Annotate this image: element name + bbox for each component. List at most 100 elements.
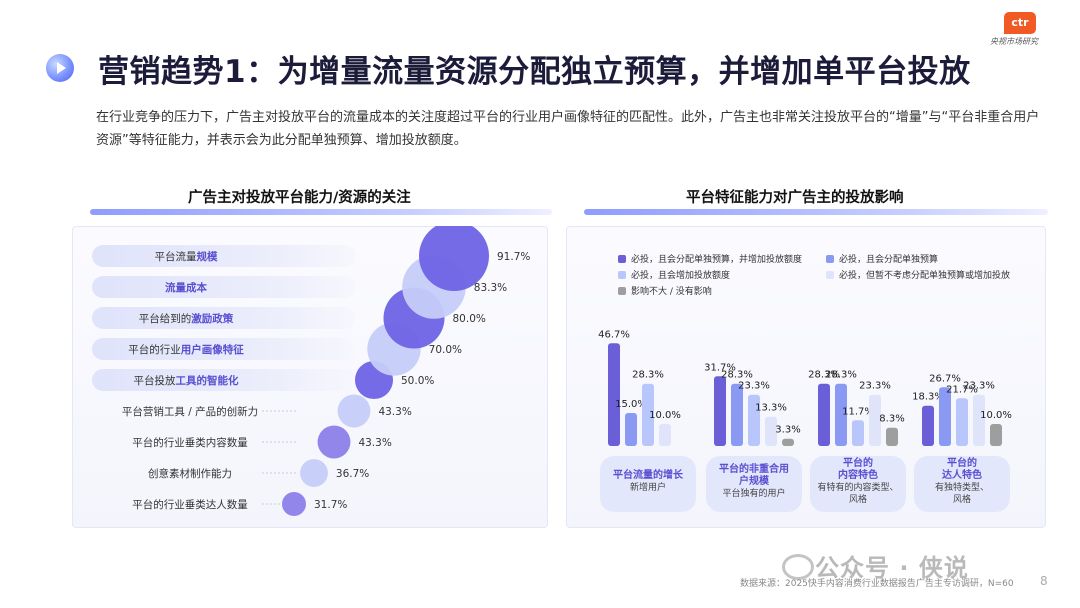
bar	[869, 394, 881, 446]
page-title: 营销趋势1：为增量流量资源分配独立预算，并增加单平台投放	[98, 54, 971, 90]
bar	[625, 413, 637, 446]
bubble	[419, 226, 489, 291]
left-section-bar	[90, 209, 552, 215]
bubble	[300, 459, 328, 487]
category-box	[914, 456, 1010, 512]
legend-label: 必投，且会分配单独预算	[839, 253, 938, 265]
label-pill	[92, 338, 356, 360]
bar	[748, 394, 760, 446]
bar-value-label: 10.0%	[649, 410, 681, 421]
bar	[731, 383, 743, 446]
category-title: 平台流量的增长	[613, 468, 684, 481]
category-subtitle: 平台独有的用户	[722, 487, 785, 499]
bar-value-label: 15.0%	[615, 399, 647, 410]
bar-value-label: 8.3%	[879, 414, 904, 425]
bar-value-label: 18.3%	[912, 392, 944, 403]
category-label: 平台的行业用户画像特征	[128, 343, 244, 356]
label-pill	[92, 276, 356, 298]
value-label: 80.0%	[453, 313, 486, 325]
wechat-icon	[782, 554, 814, 580]
category-label: 平台的行业垂类内容数量	[132, 436, 248, 449]
bar	[782, 438, 794, 446]
category-title: 平台的	[947, 456, 977, 469]
bar-value-label: 26.7%	[929, 373, 961, 384]
bar-value-label: 28.3%	[825, 370, 857, 381]
category-box	[600, 456, 696, 512]
bar-value-label: 21.7%	[946, 384, 978, 395]
bar	[973, 394, 985, 446]
category-title: 达人特色	[942, 468, 982, 481]
category-title: 户规模	[738, 474, 770, 487]
label-pill	[92, 245, 356, 267]
label-pill	[92, 307, 356, 329]
bar	[886, 427, 898, 446]
legend-swatch	[826, 271, 834, 279]
watermark: 公众号 · 侠说	[815, 554, 969, 582]
value-label: 43.3%	[378, 406, 411, 418]
bar-value-label: 13.3%	[755, 403, 787, 414]
bar	[939, 387, 951, 446]
stacked-bar-chart: 必投，且会分配单独预算，并增加投放额度 必投，且会分配单独预算必投，且会增加投放额…	[598, 253, 1012, 512]
bar-value-label: 23.3%	[963, 381, 995, 392]
category-title: 平台的非重合用	[719, 462, 789, 475]
category-label: 创意素材制作能力	[148, 467, 232, 480]
category-subtitle: 有特有的内容类型、	[817, 481, 898, 493]
legend-label: 影响不大 / 没有影响	[631, 285, 712, 297]
legend-swatch	[618, 287, 626, 295]
bar	[608, 343, 620, 446]
bar-value-label: 23.3%	[859, 381, 891, 392]
bar-value-label: 28.3%	[721, 370, 753, 381]
bar	[714, 376, 726, 446]
bar	[818, 383, 830, 446]
bar	[835, 383, 847, 446]
legend-label: 必投，且会分配单独预算，并增加投放额度	[631, 253, 802, 265]
legend-swatch	[618, 271, 626, 279]
category-label: 流量成本	[165, 281, 207, 294]
category-subtitle: 新增用户	[630, 481, 666, 493]
category-label: 平台流量规模	[155, 250, 218, 263]
bubble	[282, 492, 306, 516]
label-pill	[92, 369, 356, 391]
bar-value-label: 31.7%	[704, 362, 736, 373]
legend-label: 必投，且会增加投放额度	[631, 269, 730, 281]
bar-value-label: 46.7%	[598, 329, 630, 340]
ctr-logo: ctr	[1004, 12, 1036, 34]
category-subtitle: 风格	[953, 493, 971, 505]
left-section-title: 广告主对投放平台能力/资源的关注	[188, 190, 411, 206]
legend-swatch	[826, 255, 834, 263]
bar-value-label: 28.3%	[632, 370, 664, 381]
value-label: 50.0%	[401, 375, 434, 387]
intro-paragraph: 在行业竞争的压力下，广告主对投放平台的流量成本的关注度超过平台的行业用户画像特征…	[96, 110, 1040, 148]
bar	[659, 424, 671, 446]
bar-value-label: 3.3%	[775, 425, 800, 436]
category-label: 平台投放工具的智能化	[134, 374, 239, 387]
bubble-chart: 平台流量规模流量成本平台给到的激励政策平台的行业用户画像特征平台投放工具的智能化…	[92, 226, 530, 516]
bar-value-label: 23.3%	[738, 381, 770, 392]
category-label: 平台给到的激励政策	[139, 312, 234, 325]
page-number: 8	[1040, 574, 1048, 588]
bar-value-label: 10.0%	[980, 410, 1012, 421]
category-box	[810, 456, 906, 512]
data-source-note: 数据来源：2025快手内容消费行业数据报告广告主专访调研，N=60	[740, 579, 1014, 589]
bubble	[337, 394, 371, 428]
category-label: 平台的行业垂类达人数量	[132, 498, 248, 511]
category-subtitle: 有独特类型、	[935, 481, 989, 493]
value-label: 31.7%	[314, 499, 347, 511]
category-box	[706, 456, 802, 512]
category-label: 平台营销工具 / 产品的创新力	[122, 405, 258, 418]
category-title: 平台的	[843, 456, 873, 469]
legend-label: 必投，但暂不考虑分配单独预算或增加投放	[839, 269, 1010, 281]
bar	[642, 383, 654, 446]
category-subtitle: 风格	[849, 493, 867, 505]
bubble	[317, 425, 351, 459]
bar-value-label: 11.7%	[842, 406, 874, 417]
category-title: 内容特色	[838, 468, 878, 481]
bar	[852, 420, 864, 446]
bar	[956, 398, 968, 446]
value-label: 83.3%	[474, 282, 507, 294]
value-label: 43.3%	[358, 437, 391, 449]
bar	[990, 424, 1002, 446]
right-section-bar	[584, 209, 1048, 215]
value-label: 91.7%	[497, 251, 530, 263]
ctr-logo-subtitle: 央视市场研究	[990, 37, 1038, 46]
